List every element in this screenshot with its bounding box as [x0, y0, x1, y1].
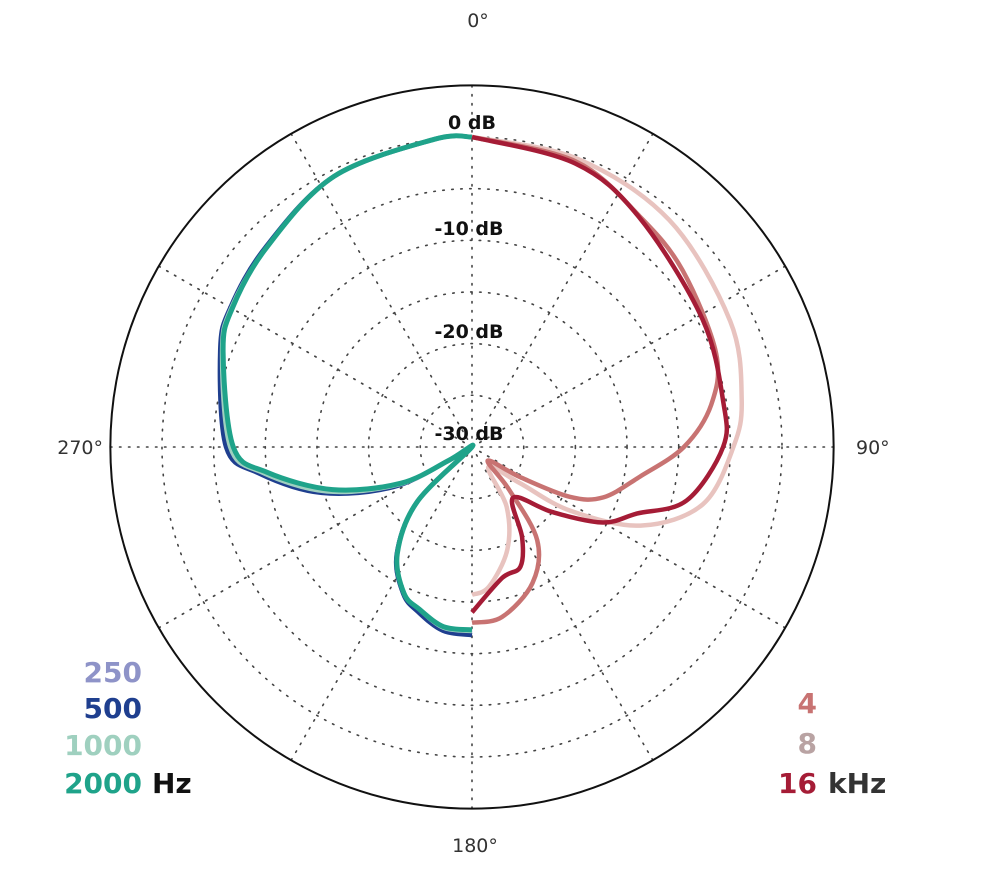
grid-spoke — [290, 133, 473, 448]
grid-ring — [367, 342, 577, 552]
series-line-4khz — [471, 134, 721, 625]
series-line-8khz — [471, 134, 745, 597]
radial-label-minus30db: -30 dB — [434, 423, 503, 445]
series-line-2000hz — [220, 133, 476, 633]
radial-labels: 0 dB -10 dB -20 dB -30 dB — [434, 112, 503, 445]
angle-label-0: 0° — [467, 10, 489, 32]
grid-spoke — [471, 446, 654, 761]
angle-label-90: 90° — [856, 437, 890, 459]
radial-label-minus20db: -20 dB — [434, 321, 503, 343]
series-line-16khz — [470, 134, 730, 614]
legend-entry-250: 250 — [84, 656, 142, 689]
legend-entry-1000: 1000 — [64, 729, 142, 762]
grid-spoke — [158, 446, 473, 629]
legend-unit-hz: Hz — [152, 767, 192, 800]
legend-entry-500: 500 — [84, 692, 142, 725]
legend-right: 4 8 16 kHz — [778, 687, 886, 800]
legend-entry-8: 8 — [798, 727, 817, 760]
series-line-500hz — [217, 133, 476, 638]
radial-label-0db: 0 dB — [448, 112, 496, 134]
outer-circle — [109, 84, 835, 810]
legend-entry-16: 16 — [778, 767, 817, 800]
legend-entry-2000: 2000 — [64, 767, 142, 800]
legend-entry-4: 4 — [798, 687, 817, 720]
grid-spoke — [158, 265, 473, 448]
grid-spoke — [290, 446, 473, 761]
radial-label-minus10db: -10 dB — [434, 218, 503, 240]
grid-ring — [212, 187, 732, 707]
legend-left: 250 500 1000 2000 Hz — [64, 656, 192, 800]
legend-unit-khz: kHz — [828, 767, 886, 800]
angle-label-180: 180° — [452, 835, 498, 857]
polar-curves — [217, 133, 745, 638]
grid-spoke — [471, 265, 786, 448]
angle-label-270: 270° — [57, 437, 103, 459]
grid-spoke — [471, 446, 786, 629]
grid-ring — [419, 394, 525, 500]
grid-spoke — [471, 133, 654, 448]
angle-labels: 0° 90° 180° 270° — [57, 10, 889, 857]
